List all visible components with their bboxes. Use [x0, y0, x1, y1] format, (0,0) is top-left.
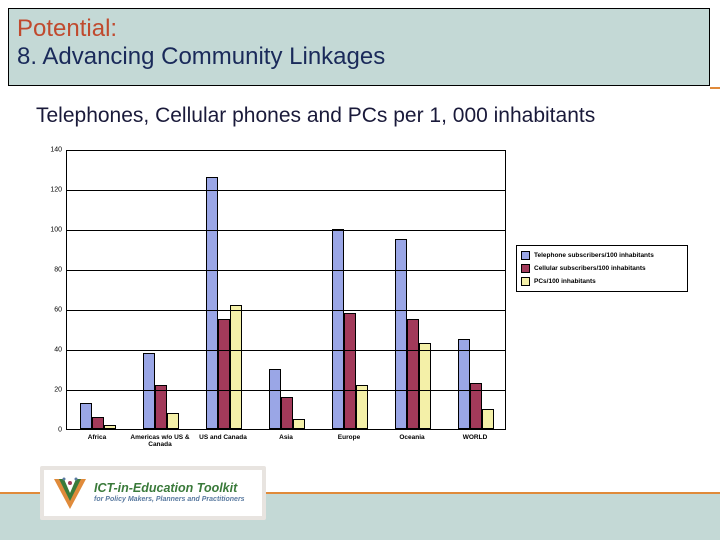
x-tick-label: Europe [314, 434, 384, 441]
title-main: 8. Advancing Community Linkages [9, 43, 709, 71]
legend-item: Telephone subscribers/100 inhabitants [521, 249, 683, 262]
bar [458, 339, 470, 429]
x-tick-label: Americas w/o US & Canada [125, 434, 195, 448]
bar [419, 343, 431, 429]
y-tick-label: 60 [54, 307, 62, 314]
y-tick-label: 140 [50, 147, 62, 154]
x-tick-label: WORLD [440, 434, 510, 441]
bar [332, 229, 344, 429]
bar [281, 397, 293, 429]
bar [80, 403, 92, 429]
chart-container: 0 20 40 60 80 100 120 140 AfricaAmericas w/o US… [32, 150, 688, 460]
logo-text: ICT-in-Education Toolkit for Policy Make… [94, 482, 245, 504]
logo-subtitle: for Policy Makers, Planners and Practiti… [94, 496, 245, 504]
x-tick-label: Oceania [377, 434, 447, 441]
bar [230, 305, 242, 429]
legend-item: PCs/100 inhabitants [521, 275, 683, 288]
plot-area [66, 150, 506, 430]
y-tick-label: 0 [58, 427, 62, 434]
bar [218, 319, 230, 429]
gridline [66, 190, 506, 191]
legend-swatch [521, 264, 530, 273]
x-tick-label: US and Canada [188, 434, 258, 441]
bar [167, 413, 179, 429]
gridline [66, 270, 506, 271]
bar [104, 425, 116, 429]
bar [269, 369, 281, 429]
title-potential: Potential: [9, 9, 709, 43]
gridline [66, 390, 506, 391]
legend-label: Telephone subscribers/100 inhabitants [534, 252, 654, 259]
slide: Potential: 8. Advancing Community Linkag… [0, 0, 720, 540]
legend-item: Cellular subscribers/100 inhabitants [521, 262, 683, 275]
logo-title: ICT-in-Education Toolkit [94, 482, 245, 495]
bar-groups [67, 151, 505, 429]
logo-v-icon [50, 473, 90, 513]
y-tick-label: 80 [54, 267, 62, 274]
bar [206, 177, 218, 429]
bar [155, 385, 167, 429]
bar [92, 417, 104, 429]
logo-box: ICT-in-Education Toolkit for Policy Make… [40, 466, 266, 520]
y-tick-label: 100 [50, 227, 62, 234]
x-tick-label: Asia [251, 434, 321, 441]
legend-label: Cellular subscribers/100 inhabitants [534, 265, 646, 272]
gridline [66, 310, 506, 311]
bar [143, 353, 155, 429]
bar [293, 419, 305, 429]
y-tick-label: 120 [50, 187, 62, 194]
gridline [66, 230, 506, 231]
y-tick-label: 40 [54, 347, 62, 354]
legend-swatch [521, 277, 530, 286]
bar [482, 409, 494, 429]
legend-swatch [521, 251, 530, 260]
bar [344, 313, 356, 429]
bar [407, 319, 419, 429]
chart-title: Telephones, Cellular phones and PCs per … [36, 104, 595, 128]
legend-label: PCs/100 inhabitants [534, 278, 596, 285]
title-rule [710, 87, 720, 89]
gridline [66, 350, 506, 351]
title-bar: Potential: 8. Advancing Community Linkag… [8, 8, 710, 86]
bar [395, 239, 407, 429]
x-tick-label: Africa [62, 434, 132, 441]
y-tick-label: 20 [54, 387, 62, 394]
bar [356, 385, 368, 429]
legend: Telephone subscribers/100 inhabitants Cel… [516, 245, 688, 292]
